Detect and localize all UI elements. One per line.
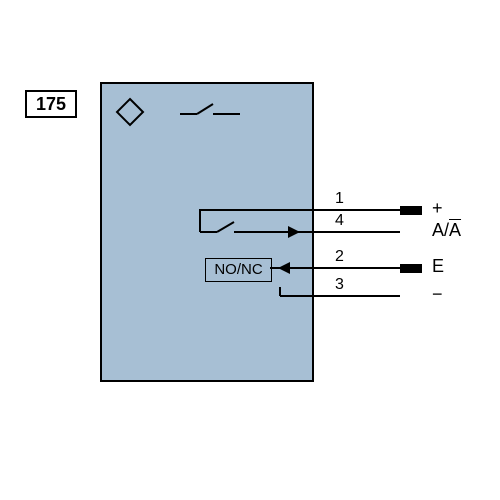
wire-number-4: 4 <box>335 212 344 230</box>
wire-number-1: 1 <box>335 190 344 208</box>
arrow-in-icon <box>278 262 290 274</box>
inner-bracket <box>200 210 310 232</box>
diagram-svg <box>0 0 500 500</box>
switch-icon-top <box>180 104 240 114</box>
no-nc-label: NO/NC <box>214 261 262 278</box>
no-nc-box: NO/NC <box>205 258 272 282</box>
terminal-label-minus: − <box>432 284 443 305</box>
wire-number-2: 2 <box>335 248 344 266</box>
terminal-block-1 <box>400 206 422 215</box>
terminal-label-a: A/A <box>432 220 461 241</box>
terminal-label-e: E <box>432 256 444 277</box>
terminal-block-2 <box>400 264 422 273</box>
arrow-out-icon <box>288 226 300 238</box>
wiring-diagram: 175 <box>0 0 500 500</box>
switch-icon-inner <box>200 222 276 232</box>
terminal-label-plus: + <box>432 198 443 219</box>
wire-number-3: 3 <box>335 276 344 294</box>
diamond-icon <box>117 99 143 125</box>
